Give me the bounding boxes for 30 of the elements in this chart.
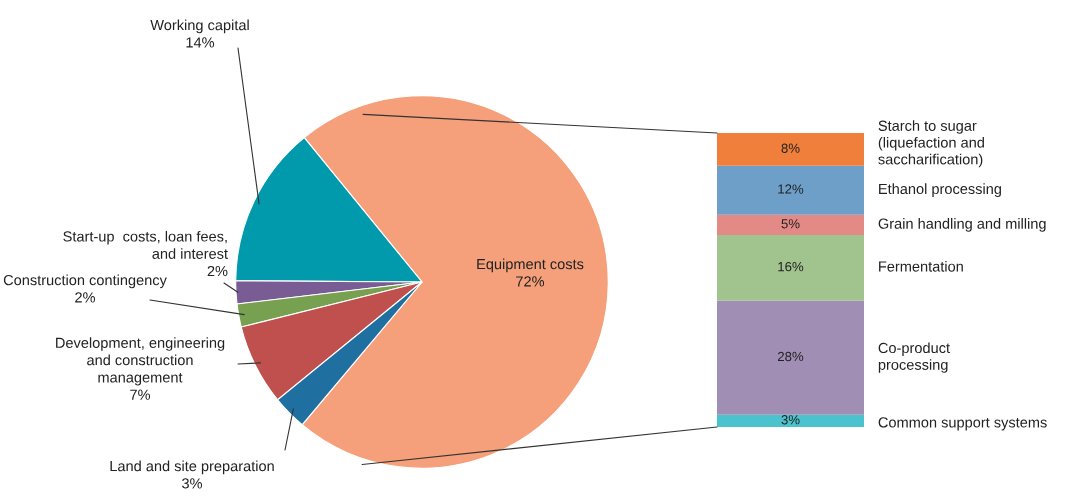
bar — [717, 133, 864, 166]
bar — [717, 414, 864, 427]
data-label: 2% — [75, 292, 96, 303]
data-label: 28% — [777, 351, 804, 362]
slice-label: Working capital — [150, 19, 249, 34]
series-label: Common support systems — [878, 417, 1047, 431]
series-label: Starch to sugar (liquefaction and saccharification) — [878, 120, 984, 168]
data-label: 2% — [207, 265, 228, 277]
slice-label: Start-up costs, loan fees, and interest — [63, 230, 228, 259]
data-label: 3% — [781, 415, 800, 425]
bar — [717, 300, 864, 415]
data-label: 14% — [186, 37, 215, 48]
series-label: Grain handling and milling — [878, 218, 1046, 232]
data-label: 16% — [778, 261, 804, 272]
bar — [717, 214, 864, 236]
series-label: Fermentation — [879, 260, 963, 272]
data-label: 72% — [516, 276, 545, 287]
slice-label: Construction contingency — [3, 274, 167, 289]
series-label: Ethanol processing — [879, 183, 1001, 197]
series-label: Co-product processing — [878, 342, 950, 373]
slice-label: Development, engineering and construction management — [56, 337, 225, 386]
data-label: 8% — [781, 143, 800, 153]
data-label: 3% — [182, 478, 203, 489]
bar — [717, 235, 864, 301]
data-label: 12% — [778, 184, 804, 194]
data-label: 5% — [781, 219, 800, 229]
data-label: 7% — [130, 389, 151, 400]
slice-label: Land and site preparation — [110, 460, 274, 475]
bar — [717, 165, 864, 215]
slice-label: Equipment costs — [477, 258, 584, 273]
